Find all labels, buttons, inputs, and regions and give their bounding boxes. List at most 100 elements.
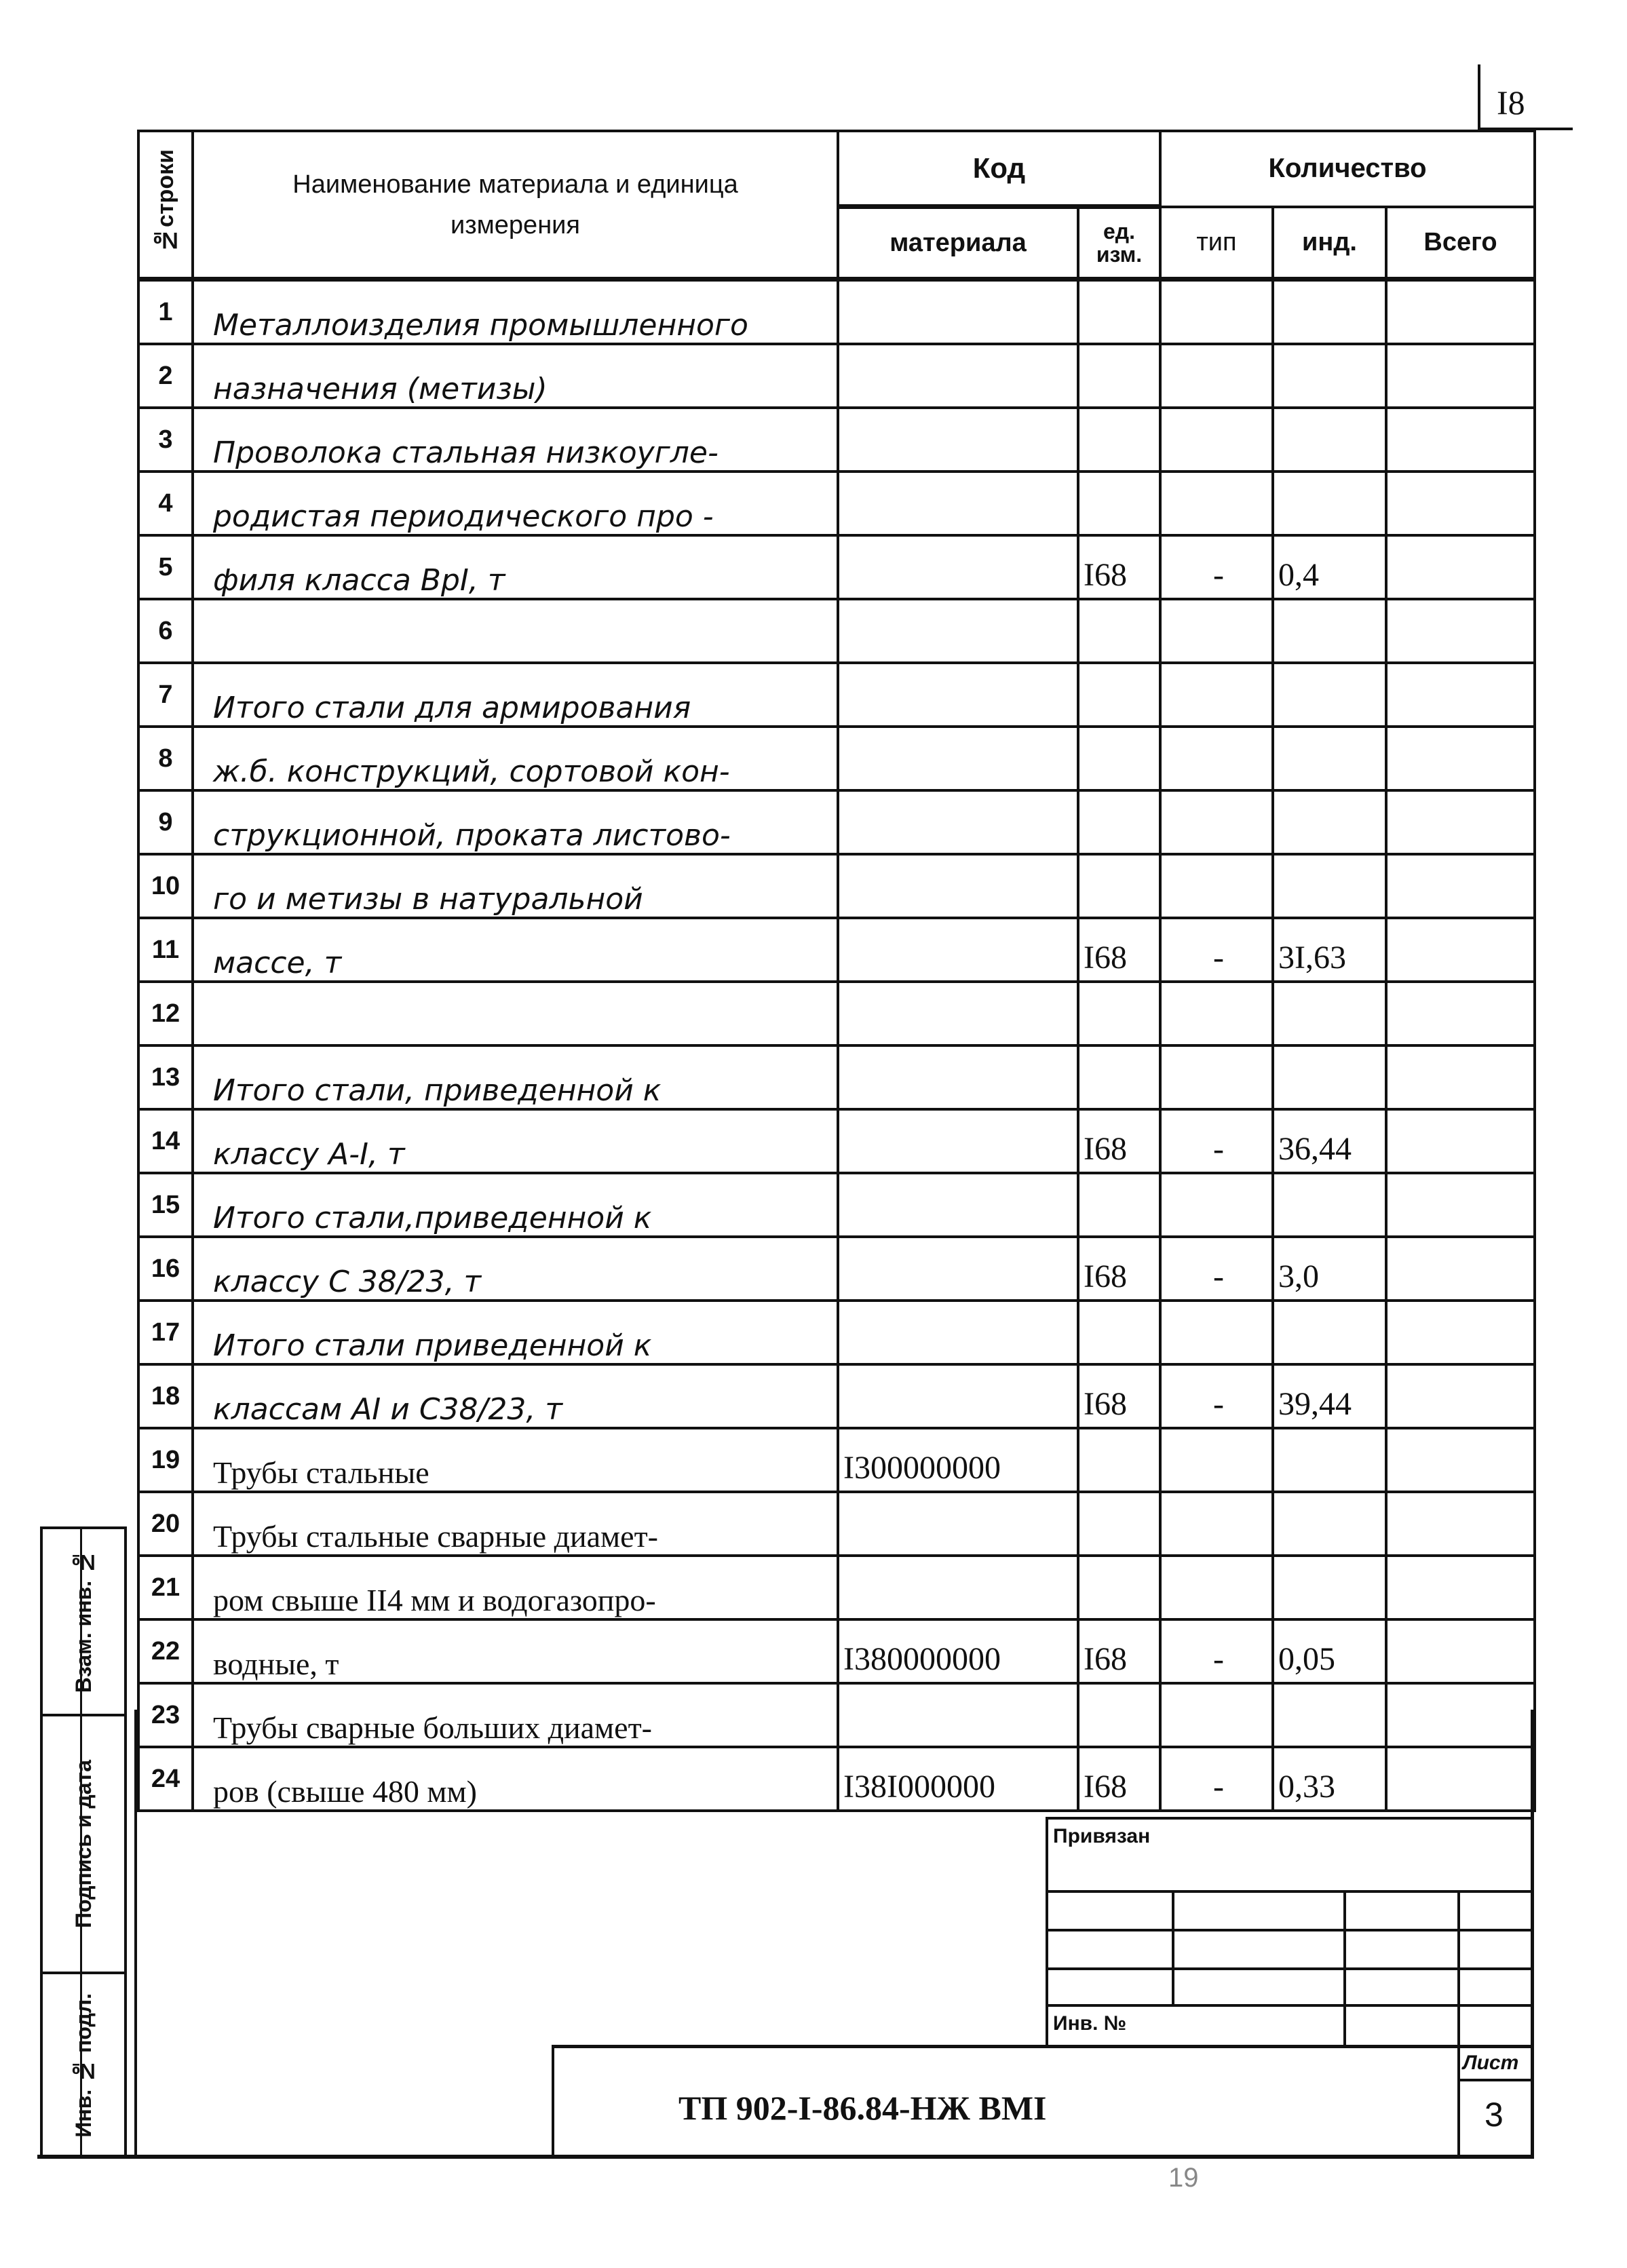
total-qty (1384, 853, 1537, 919)
type-qty: - (1159, 1108, 1274, 1174)
material-name (191, 598, 839, 664)
material-code (837, 1491, 1079, 1557)
grid-h2 (1046, 1929, 1533, 1931)
unit-code (1077, 789, 1162, 856)
row-number: 1 (137, 277, 194, 345)
row-number: 16 (137, 1235, 194, 1302)
page-number-divider (1478, 64, 1480, 129)
ind-qty (1271, 661, 1387, 728)
grid-h1 (1046, 1890, 1533, 1893)
table-row: 22 водные, т I380000000 I68-0,05 (137, 1618, 1537, 1685)
total-qty (1384, 917, 1537, 983)
total-qty (1384, 1108, 1537, 1174)
total-qty (1384, 1491, 1537, 1557)
header-material: материала (837, 205, 1079, 282)
type-qty (1159, 406, 1274, 473)
material-name: Итого стали приведенной к (191, 1299, 839, 1366)
type-qty (1159, 470, 1274, 537)
type-qty (1159, 789, 1274, 856)
row-number: 23 (137, 1682, 194, 1748)
unit-code (1077, 661, 1162, 728)
table-row: 1 Металлоизделия промышленного (137, 277, 1537, 345)
table-row: 4 родистая периодического про - (137, 470, 1537, 537)
unit-code (1077, 725, 1162, 792)
table-row: 18 классам АI и С38/23, т I68-39,44 (137, 1363, 1537, 1429)
material-code (837, 661, 1079, 728)
row-number: 7 (137, 661, 194, 728)
unit-code (1077, 1044, 1162, 1111)
total-qty (1384, 1618, 1537, 1685)
code-block-top (552, 2045, 1533, 2048)
material-code (837, 343, 1079, 409)
type-qty (1159, 598, 1274, 664)
ind-qty: 0,33 (1271, 1746, 1387, 1812)
row-number: 13 (137, 1044, 194, 1111)
total-qty (1384, 598, 1537, 664)
material-name: ром свыше II4 мм и водогазопро- (191, 1554, 839, 1621)
material-name: Итого стали, приведенной к (191, 1044, 839, 1111)
material-code (837, 1554, 1079, 1621)
table-row: 15 Итого стали,приведенной к (137, 1172, 1537, 1238)
grid-v2 (1343, 1890, 1346, 2045)
ind-qty (1271, 1172, 1387, 1238)
unit-code (1077, 1427, 1162, 1493)
unit-code (1077, 343, 1162, 409)
ind-qty: 3I,63 (1271, 917, 1387, 983)
material-name: классам АI и С38/23, т (191, 1363, 839, 1429)
material-name: го и метизы в натуральной (191, 853, 839, 919)
row-number: 5 (137, 534, 194, 600)
table-row: 21 ром свыше II4 мм и водогазопро- (137, 1554, 1537, 1621)
unit-code (1077, 470, 1162, 537)
side-stamp-divider (80, 1526, 82, 2157)
unit-code (1077, 853, 1162, 919)
row-number: 3 (137, 406, 194, 473)
type-qty: - (1159, 1363, 1274, 1429)
total-qty (1384, 406, 1537, 473)
material-name: Трубы стальные (191, 1427, 839, 1493)
table-row: 17 Итого стали приведенной к (137, 1299, 1537, 1366)
linked-left (1046, 1817, 1048, 2048)
type-qty (1159, 1044, 1274, 1111)
material-code: I300000000 (837, 1427, 1079, 1493)
unit-code (1077, 1554, 1162, 1621)
unit-code (1077, 1491, 1162, 1557)
header-total: Всего (1384, 205, 1537, 282)
header-row-number: №строки (137, 130, 194, 282)
unit-code (1077, 1682, 1162, 1748)
table-row: 3 Проволока стальная низкоугле- (137, 406, 1537, 473)
row-number: 17 (137, 1299, 194, 1366)
ind-qty: 0,05 (1271, 1618, 1387, 1685)
material-name: водные, т (191, 1618, 839, 1685)
table-row: 5 филя класса ВрI, т I68-0,4 (137, 534, 1537, 600)
total-qty (1384, 1746, 1537, 1812)
material-code (837, 534, 1079, 600)
header-type: тип (1159, 205, 1274, 282)
total-qty (1384, 1427, 1537, 1493)
total-qty (1384, 1044, 1537, 1111)
ind-qty (1271, 277, 1387, 345)
linked-label: Привязан (1053, 1825, 1151, 1847)
table-row: 8 ж.б. конструкций, сортовой кон- (137, 725, 1537, 792)
material-name: родистая периодического про - (191, 470, 839, 537)
type-qty: - (1159, 534, 1274, 600)
table-row: 11 массе, т I68-3I,63 (137, 917, 1537, 983)
type-qty (1159, 1172, 1274, 1238)
header-name: Наименование материала и единица измерен… (191, 130, 839, 282)
total-qty (1384, 534, 1537, 600)
material-name: Металлоизделия промышленного (191, 277, 839, 345)
material-code (837, 980, 1079, 1047)
table-row: 9 струкционной, проката листово- (137, 789, 1537, 856)
material-code (837, 1299, 1079, 1366)
material-name: ров (свыше 480 мм) (191, 1746, 839, 1812)
sheet-label: Лист (1463, 2052, 1519, 2074)
material-name: классу С 38/23, т (191, 1235, 839, 1302)
unit-code (1077, 1172, 1162, 1238)
page-number-top: I8 (1497, 83, 1525, 121)
side-stamp-signature-date: Подпись и дата (40, 1714, 127, 1974)
sheet-divider (1457, 2079, 1533, 2081)
material-code (837, 277, 1079, 345)
unit-code: I68 (1077, 1618, 1162, 1685)
side-stamp-replaced-inv: Взам. инв. № (40, 1526, 127, 1716)
ind-qty (1271, 1682, 1387, 1748)
type-qty (1159, 277, 1274, 345)
